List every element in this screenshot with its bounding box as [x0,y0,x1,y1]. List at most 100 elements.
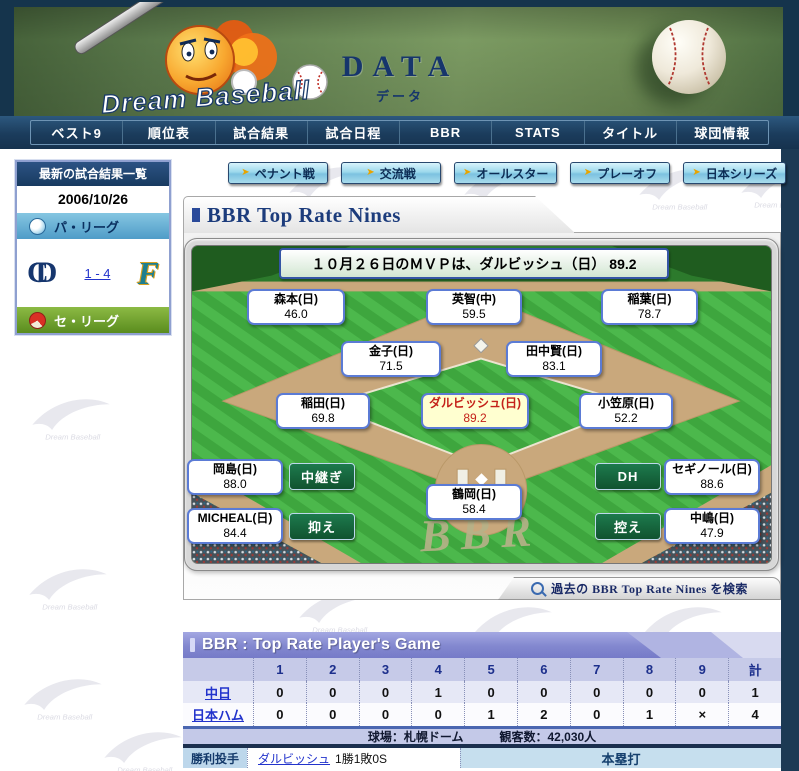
player-rating: 83.1 [542,359,566,373]
site-logo[interactable]: Dream Baseball [48,0,368,120]
tab-playoff[interactable]: ➤ プレーオフ [570,162,671,184]
inning-header: 3 [358,658,412,681]
background-watermark: Dream Baseball [20,672,106,724]
player-first-base: 小笠原(日) 52.2 [579,393,673,429]
tab-pennant-race[interactable]: ➤ ペナント戦 [228,162,328,184]
nav-item-stats[interactable]: STATS [491,121,583,144]
player-bench: 中嶋(日) 47.9 [664,508,760,544]
badge-closer: 抑え [289,513,355,540]
score-table-header: BBR : Top Rate Player's Game [183,632,781,658]
right-border-strip [781,149,799,771]
game-result-row: CD 1 - 4 F [17,239,169,307]
inning-header: 2 [305,658,359,681]
player-rating: 88.0 [223,477,247,491]
tab-japan-series[interactable]: ➤ 日本シリーズ [683,162,787,184]
player-name: 中嶋(日) [690,511,734,525]
winning-pitcher-link[interactable]: ダルビッシュ [258,751,331,766]
tab-label: ペナント戦 [254,166,315,181]
player-name: 稲葉(日) [627,292,672,306]
nav-item-best9[interactable]: ベスト9 [51,126,102,141]
central-league-label: セ・リーグ [54,313,120,329]
nav-item-schedule[interactable]: 試合日程 [306,121,399,144]
background-watermark: Dream Baseball [28,392,114,444]
pacific-league-ball-icon [29,217,46,235]
background-watermark: Dream Baseball [295,585,381,637]
past-nines-search-link[interactable]: 過去の BBR Top Rate Nines を検索 [498,577,781,600]
badge-bench: 控え [595,513,661,540]
player-name: 森本(日) [274,292,318,306]
inning-score: 0 [622,681,676,703]
player-right-field: 稲葉(日) 78.7 [601,289,698,325]
team-link-chunichi[interactable]: 中日 [204,685,231,701]
header-bullet-icon [190,638,195,652]
total-score: 4 [728,703,781,726]
player-middle-reliever: 岡島(日) 88.0 [187,459,283,495]
badge-middle-relief: 中継ぎ [289,463,355,490]
latest-results-box: 最新の試合結果一覧 2006/10/26 パ・リーグ CD 1 - 4 F セ・… [15,160,171,335]
latest-results-title: 最新の試合結果一覧 [17,162,169,186]
nav-item-standings[interactable]: 順位表 [122,121,214,144]
central-league-bar[interactable]: セ・リーグ [17,307,169,333]
nav-item-bbr[interactable]: BBR [399,121,491,144]
section-tab: BBR Top Rate Nines [183,196,575,233]
player-name: 金子(日) [369,344,413,358]
tab-interleague[interactable]: ➤ 交流戦 [341,162,441,184]
player-rating: 78.7 [637,307,662,321]
inning-score: 0 [516,681,570,703]
venue-label: 球場：札幌ドーム [367,730,464,744]
player-third-base: 稲田(日) 69.8 [276,393,370,429]
inning-score: 1 [622,703,676,726]
svg-text:Dream Baseball: Dream Baseball [652,203,707,212]
badge-dh: DH [595,463,661,490]
nav-item-titles[interactable]: タイトル [583,121,676,144]
attendance-label: 観客数：42,030人 [499,730,597,744]
venue-row: 球場：札幌ドーム 観客数：42,030人 [183,729,781,744]
inning-score: 0 [411,703,464,726]
nav-item-results[interactable]: 試合結果 [214,121,307,144]
player-rating: 47.9 [700,526,724,540]
mvp-banner: １０月２６日のＭＶＰは、ダルビッシュ（日） 89.2 [279,248,669,279]
player-name: 英智(中) [452,292,496,306]
tab-label: 交流戦 [379,166,416,181]
inning-header: 9 [675,658,728,681]
arrow-icon: ➤ [583,167,593,178]
page-title-block: DATA データ [300,50,500,105]
pacific-league-bar[interactable]: パ・リーグ [17,213,169,239]
section-bullet-icon [192,208,200,222]
search-link-label: 過去の BBR Top Rate Nines を検索 [551,582,748,596]
tab-all-star[interactable]: ➤ オールスター [454,162,558,184]
player-rating: 89.2 [463,411,487,425]
inning-header: 1 [253,658,306,681]
game-score-link[interactable]: 1 - 4 [84,265,111,281]
player-name: MICHEAL(日) [197,511,273,525]
chunichi-dragons-logo[interactable]: CD [27,256,58,289]
player-catcher: 鶴岡(日) 58.4 [426,484,522,520]
winning-pitcher-record: 1勝1敗0S [335,751,388,766]
player-rating: 59.5 [462,307,486,321]
main-nav-inner: ベスト9 順位表 試合結果 試合日程 BBR STATS タイトル 球団情報 [30,120,769,145]
player-pitcher-mvp: ダルビッシュ(日) 89.2 [421,393,529,429]
game-summary-row: 勝利投手 ダルビッシュ 1勝1敗0S 本塁打 [183,748,781,768]
nippon-ham-fighters-logo[interactable]: F [137,254,159,291]
player-name: ダルビッシュ(日) [429,396,521,410]
inning-score: 1 [411,681,464,703]
team-link-nipponham[interactable]: 日本ハム [191,708,244,723]
inning-header: 6 [516,658,570,681]
page-title: DATA [341,50,459,83]
player-center-field: 英智(中) 59.5 [426,289,522,325]
inning-score: 2 [516,703,570,726]
inning-header: 7 [569,658,623,681]
background-watermark: Dream Baseball [635,162,721,214]
baseball-photo [652,20,726,94]
player-closer: MICHEAL(日) 84.4 [187,508,283,544]
inning-header: 4 [411,658,464,681]
inning-score: 0 [358,681,412,703]
series-tabs: ➤ ペナント戦 ➤ 交流戦 ➤ オールスター ➤ プレーオフ ➤ 日本シリーズ [228,162,787,184]
tab-label: 日本シリーズ [705,166,778,181]
svg-text:Dream Baseball: Dream Baseball [312,626,367,635]
section-title: BBR Top Rate Nines [207,202,401,227]
nav-item-team-info[interactable]: 球団情報 [675,121,768,144]
inning-score: 1 [464,703,517,726]
player-rating: 71.5 [379,359,403,373]
